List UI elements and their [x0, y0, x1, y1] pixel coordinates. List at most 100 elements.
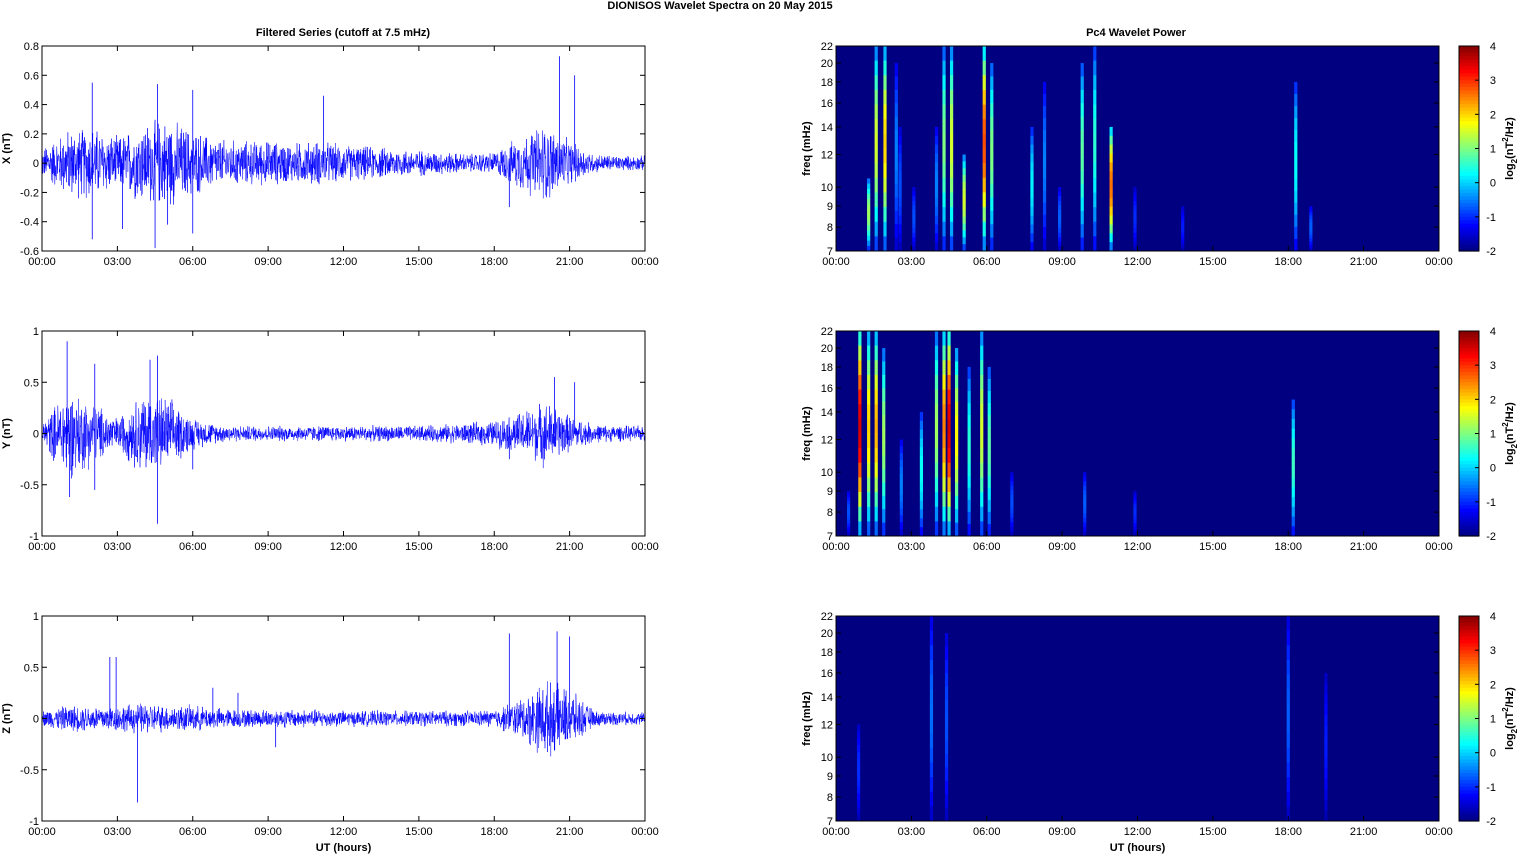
- wavelet-streak: [980, 360, 984, 376]
- wavelet-streak: [949, 207, 954, 223]
- wavelet-streak: [867, 418, 871, 434]
- wavelet-streak: [949, 133, 954, 149]
- colorbar-segment: [1459, 141, 1479, 146]
- heatmap-background: [836, 46, 1439, 251]
- colorbar-segment: [1459, 210, 1479, 215]
- colorbar-tick-label: -1: [1486, 497, 1496, 509]
- wavelet-streak: [1294, 81, 1298, 95]
- wavelet-streak: [1010, 513, 1014, 519]
- colorbar-label: log2(nT2/Hz): [1501, 687, 1519, 750]
- wavelet-streak: [1309, 218, 1313, 223]
- y-tick-label: 0.8: [24, 41, 39, 53]
- colorbar-segment: [1459, 742, 1479, 747]
- colorbar-segment: [1459, 629, 1479, 634]
- wavelet-streak: [882, 455, 886, 470]
- wavelet-streak: [955, 388, 959, 403]
- wavelet-streak: [934, 206, 939, 217]
- x-tick-label: 12:00: [1124, 256, 1152, 268]
- wavelet-streak: [1133, 523, 1137, 527]
- x-tick-label: 21:00: [556, 541, 584, 553]
- colorbar-segment: [1459, 76, 1479, 81]
- wavelet-streak: [1093, 177, 1097, 193]
- wavelet-streak: [894, 130, 898, 145]
- wavelet-streak: [962, 175, 966, 183]
- wavelet-streak: [1133, 491, 1137, 495]
- wavelet-streak: [867, 506, 871, 522]
- wavelet-streak: [1109, 215, 1113, 225]
- x-tick-label: 00:00: [1425, 826, 1453, 838]
- wavelet-streak: [987, 391, 991, 404]
- wavelet-streak: [947, 521, 951, 537]
- wavelet-streak: [942, 177, 946, 193]
- colorbar-segment: [1459, 708, 1479, 713]
- wavelet-streak: [1083, 485, 1087, 491]
- y-tick-label: 18: [821, 647, 833, 659]
- colorbar-segment: [1459, 657, 1479, 662]
- wavelet-streak: [947, 418, 951, 434]
- wavelet-streak: [919, 509, 924, 519]
- x-tick-label: 03:00: [104, 256, 132, 268]
- wavelet-streak: [990, 89, 994, 104]
- wavelet-streak: [1058, 200, 1062, 206]
- wavelet-streak: [1324, 704, 1328, 716]
- wavelet-streak: [1133, 513, 1137, 518]
- colorbar-segment: [1459, 619, 1479, 624]
- colorbar-segment: [1459, 63, 1479, 68]
- wavelet-streak: [990, 116, 994, 131]
- colorbar-segment: [1459, 395, 1479, 400]
- wavelet-streak: [929, 674, 934, 690]
- colorbar-segment: [1459, 361, 1479, 366]
- colorbar-segment: [1459, 59, 1479, 64]
- colorbar-segment: [1459, 121, 1479, 126]
- wavelet-streak: [962, 209, 966, 218]
- wavelet-streak: [1030, 153, 1034, 163]
- wavelet-streak: [1010, 472, 1014, 478]
- x-tick-label: 21:00: [1350, 541, 1378, 553]
- wavelet-streak: [1030, 197, 1034, 208]
- wavelet-streak: [883, 89, 887, 106]
- wavelet-streak: [898, 206, 902, 217]
- x-tick-label: 12:00: [1124, 826, 1152, 838]
- wavelet-streak: [874, 448, 878, 464]
- wavelet-streak: [874, 119, 878, 135]
- wavelet-streak: [1093, 89, 1097, 106]
- colorbar-segment: [1459, 786, 1479, 791]
- wavelet-streak: [1083, 517, 1087, 523]
- x-tick-label: 09:00: [254, 826, 282, 838]
- wavelet-streak: [1309, 212, 1313, 217]
- wavelet-streak: [894, 89, 898, 104]
- colorbar-segment: [1459, 203, 1479, 208]
- wavelet-streak: [967, 415, 971, 428]
- wavelet-streak: [982, 133, 986, 149]
- wavelet-streak: [949, 60, 954, 76]
- wavelet-streak: [1010, 531, 1014, 537]
- y-tick-label: 16: [821, 98, 833, 110]
- wavelet-streak: [942, 133, 946, 149]
- wavelet-streak: [912, 214, 916, 220]
- wavelet-streak: [899, 453, 903, 461]
- wavelet-streak: [1010, 490, 1014, 496]
- colorbar-segment: [1459, 522, 1479, 527]
- colorbar-segment: [1459, 131, 1479, 136]
- wavelet-streak: [874, 46, 878, 62]
- wavelet-streak: [919, 473, 924, 484]
- wavelet-streak: [987, 415, 991, 428]
- wavelet-streak: [899, 439, 903, 447]
- colorbar-segment: [1459, 199, 1479, 204]
- y-tick-label: 14: [821, 407, 833, 419]
- wavelet-streak: [899, 446, 903, 454]
- colorbar-segment: [1459, 457, 1479, 462]
- wavelet-streak: [1133, 200, 1137, 206]
- wavelet-streak: [846, 503, 851, 508]
- colorbar-tick-label: 2: [1490, 679, 1496, 691]
- wavelet-streak: [949, 46, 954, 62]
- x-tick-label: 03:00: [104, 541, 132, 553]
- colorbar-segment: [1459, 745, 1479, 750]
- wavelet-streak: [1291, 458, 1295, 469]
- wavelet-streak: [867, 521, 871, 537]
- wavelet-streak: [1093, 119, 1097, 135]
- colorbar-segment: [1459, 484, 1479, 489]
- colorbar-segment: [1459, 701, 1479, 706]
- wavelet-streak: [1181, 247, 1185, 252]
